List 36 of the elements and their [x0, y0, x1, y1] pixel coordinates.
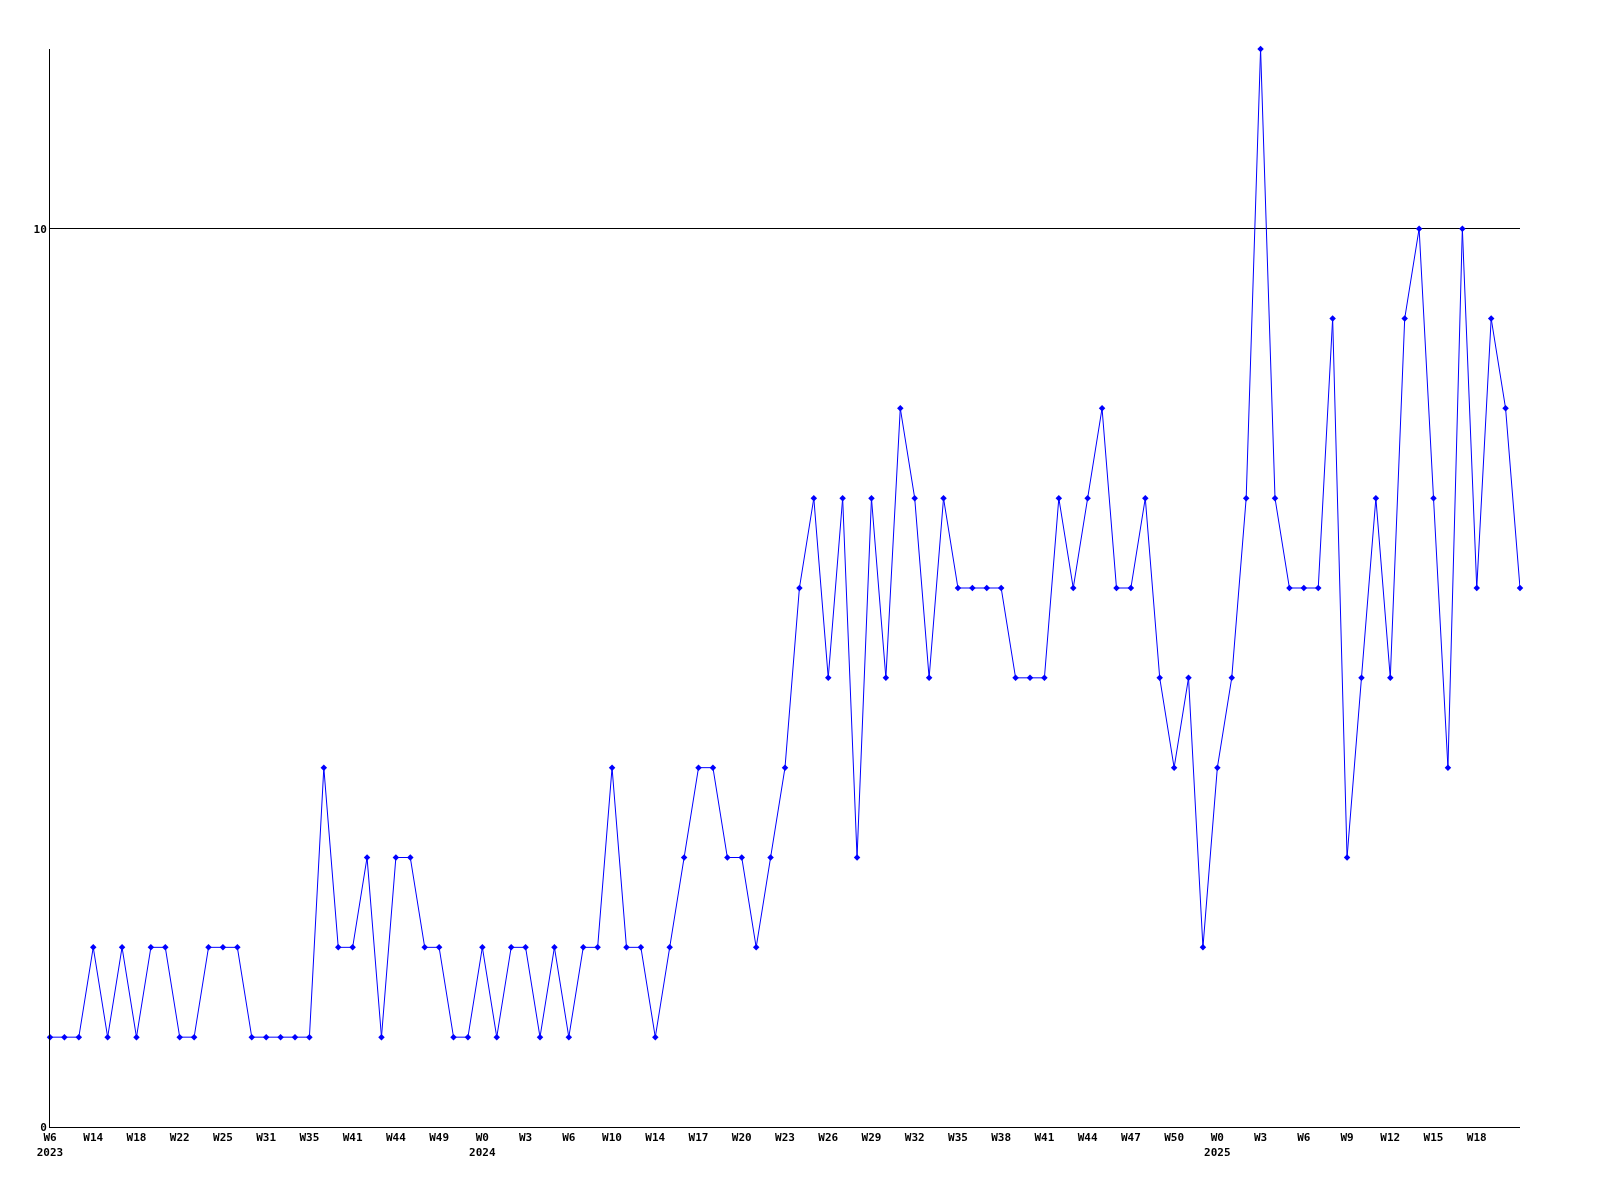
- x-tick-label: W15: [1423, 1131, 1444, 1145]
- x-tick-label: W26: [818, 1131, 839, 1145]
- x-tick-label: W50: [1164, 1131, 1185, 1145]
- x-tick-label: W10: [602, 1131, 622, 1145]
- x-tick-label: W31: [256, 1131, 277, 1145]
- x-tick-label: W35: [948, 1131, 968, 1145]
- x-tick-label: W6 2023: [36, 1131, 64, 1159]
- x-tick-label: W12: [1380, 1131, 1401, 1145]
- x-tick-label: W35: [299, 1131, 320, 1145]
- x-tick-label: W18: [126, 1131, 147, 1145]
- x-tick-label: W49: [429, 1131, 450, 1145]
- x-tick-label: W38: [991, 1131, 1012, 1145]
- x-tick-label: W22: [169, 1131, 190, 1145]
- x-tick-label: W0 2024: [469, 1131, 496, 1159]
- x-tick-label: W3: [1253, 1131, 1268, 1145]
- x-tick-label: W9: [1340, 1131, 1354, 1145]
- x-tick-label: W14: [83, 1131, 104, 1145]
- x-tick-label: W32: [904, 1131, 925, 1145]
- x-tick-label: W29: [861, 1131, 882, 1145]
- x-tick-label: W17: [688, 1131, 709, 1145]
- x-tick-label: W23: [775, 1131, 795, 1145]
- x-tick-label: W47: [1120, 1131, 1141, 1145]
- x-tick-label: W6: [1297, 1131, 1311, 1145]
- x-tick-label: W44: [1077, 1131, 1098, 1145]
- y-tick-label: 0: [40, 1120, 47, 1134]
- x-tick-label: W25: [213, 1131, 233, 1145]
- y-tick-label: 10: [33, 222, 47, 236]
- x-tick-label: W0 2025: [1204, 1131, 1231, 1159]
- x-tick-label: W18: [1466, 1131, 1487, 1145]
- x-tick-label: W44: [385, 1131, 407, 1145]
- x-tick-label: W20: [731, 1131, 752, 1145]
- x-tick-label: W41: [1034, 1131, 1055, 1145]
- x-tick-label: W14: [645, 1131, 666, 1145]
- x-tick-label: W41: [342, 1131, 363, 1145]
- x-tick-label: W3: [518, 1131, 533, 1145]
- x-tick-label: W6: [562, 1131, 576, 1145]
